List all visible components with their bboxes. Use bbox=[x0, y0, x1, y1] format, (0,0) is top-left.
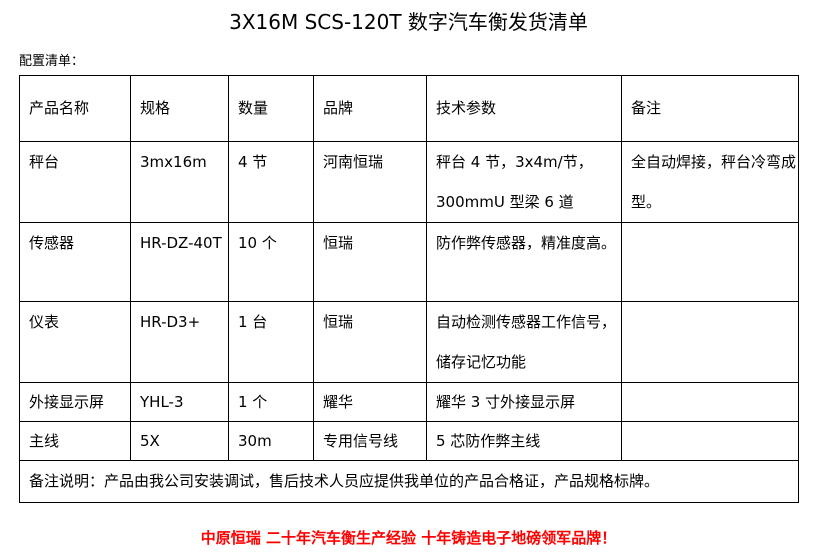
header-cell: 数量 bbox=[228, 75, 314, 142]
footer-slogan: 中原恒瑞 二十年汽车衡生产经验 十年铸造电子地磅领军品牌！ bbox=[200, 529, 617, 547]
shipping-list-table: 产品名称 规格 数量 品牌 技术参数 备注 秤台 3mx16m 4 节 河南恒瑞… bbox=[19, 75, 799, 503]
table-row: 仪表 HR-D3+ 1 台 恒瑞 自动检测传感器工作信号，储存记忆功能 bbox=[19, 301, 799, 383]
cell: 秤台 4 节，3x4m/节，300mmU 型梁 6 道 bbox=[426, 141, 622, 223]
cell: 4 节 bbox=[228, 141, 314, 223]
cell: 5X bbox=[130, 421, 229, 461]
cell: 10 个 bbox=[228, 222, 314, 302]
table-row: 传感器 HR-DZ-40T 10 个 恒瑞 防作弊传感器，精准度高。 bbox=[19, 222, 799, 302]
config-list-label: 配置清单： bbox=[19, 54, 85, 69]
page-title: 3X16M SCS-120T 数字汽车衡发货清单 bbox=[229, 10, 588, 34]
cell: 耀华 bbox=[313, 382, 427, 422]
table-row: 主线 5X 30m 专用信号线 5 芯防作弊主线 bbox=[19, 421, 799, 461]
note-row: 备注说明：产品由我公司安装调试，售后技术人员应提供我单位的产品合格证，产品规格标… bbox=[19, 460, 799, 503]
cell: 秤台 bbox=[19, 141, 131, 223]
cell bbox=[621, 382, 799, 422]
cell: 恒瑞 bbox=[313, 222, 427, 302]
table-row: 外接显示屏 YHL-3 1 个 耀华 耀华 3 寸外接显示屏 bbox=[19, 382, 799, 422]
header-cell: 产品名称 bbox=[19, 75, 131, 142]
cell: HR-D3+ bbox=[130, 301, 229, 383]
cell: 传感器 bbox=[19, 222, 131, 302]
cell: 主线 bbox=[19, 421, 131, 461]
cell: 自动检测传感器工作信号，储存记忆功能 bbox=[426, 301, 622, 383]
table-header-row: 产品名称 规格 数量 品牌 技术参数 备注 bbox=[19, 75, 799, 142]
cell: 河南恒瑞 bbox=[313, 141, 427, 223]
cell: 1 台 bbox=[228, 301, 314, 383]
table-row: 秤台 3mx16m 4 节 河南恒瑞 秤台 4 节，3x4m/节，300mmU … bbox=[19, 141, 799, 223]
cell bbox=[621, 301, 799, 383]
cell: 耀华 3 寸外接显示屏 bbox=[426, 382, 622, 422]
header-cell: 品牌 bbox=[313, 75, 427, 142]
cell bbox=[621, 222, 799, 302]
cell: 全自动焊接，秤台冷弯成型。 bbox=[621, 141, 799, 223]
cell: HR-DZ-40T bbox=[130, 222, 229, 302]
cell: 1 个 bbox=[228, 382, 314, 422]
cell bbox=[621, 421, 799, 461]
header-cell: 规格 bbox=[130, 75, 229, 142]
cell: 5 芯防作弊主线 bbox=[426, 421, 622, 461]
cell: 防作弊传感器，精准度高。 bbox=[426, 222, 622, 302]
header-cell: 技术参数 bbox=[426, 75, 622, 142]
cell: 外接显示屏 bbox=[19, 382, 131, 422]
cell: 30m bbox=[228, 421, 314, 461]
cell: 专用信号线 bbox=[313, 421, 427, 461]
cell: 仪表 bbox=[19, 301, 131, 383]
cell: 3mx16m bbox=[130, 141, 229, 223]
cell: YHL-3 bbox=[130, 382, 229, 422]
note-text: 备注说明：产品由我公司安装调试，售后技术人员应提供我单位的产品合格证，产品规格标… bbox=[19, 460, 799, 503]
cell: 恒瑞 bbox=[313, 301, 427, 383]
header-cell: 备注 bbox=[621, 75, 799, 142]
